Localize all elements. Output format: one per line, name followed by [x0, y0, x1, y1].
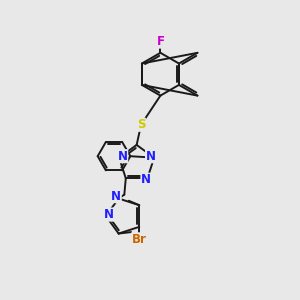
Text: N: N	[118, 150, 128, 163]
Text: F: F	[156, 35, 164, 48]
Text: N: N	[111, 190, 121, 202]
Text: N: N	[141, 173, 151, 186]
Text: S: S	[137, 118, 145, 131]
Text: N: N	[104, 208, 114, 221]
Text: Br: Br	[132, 233, 147, 246]
Text: N: N	[146, 150, 156, 163]
